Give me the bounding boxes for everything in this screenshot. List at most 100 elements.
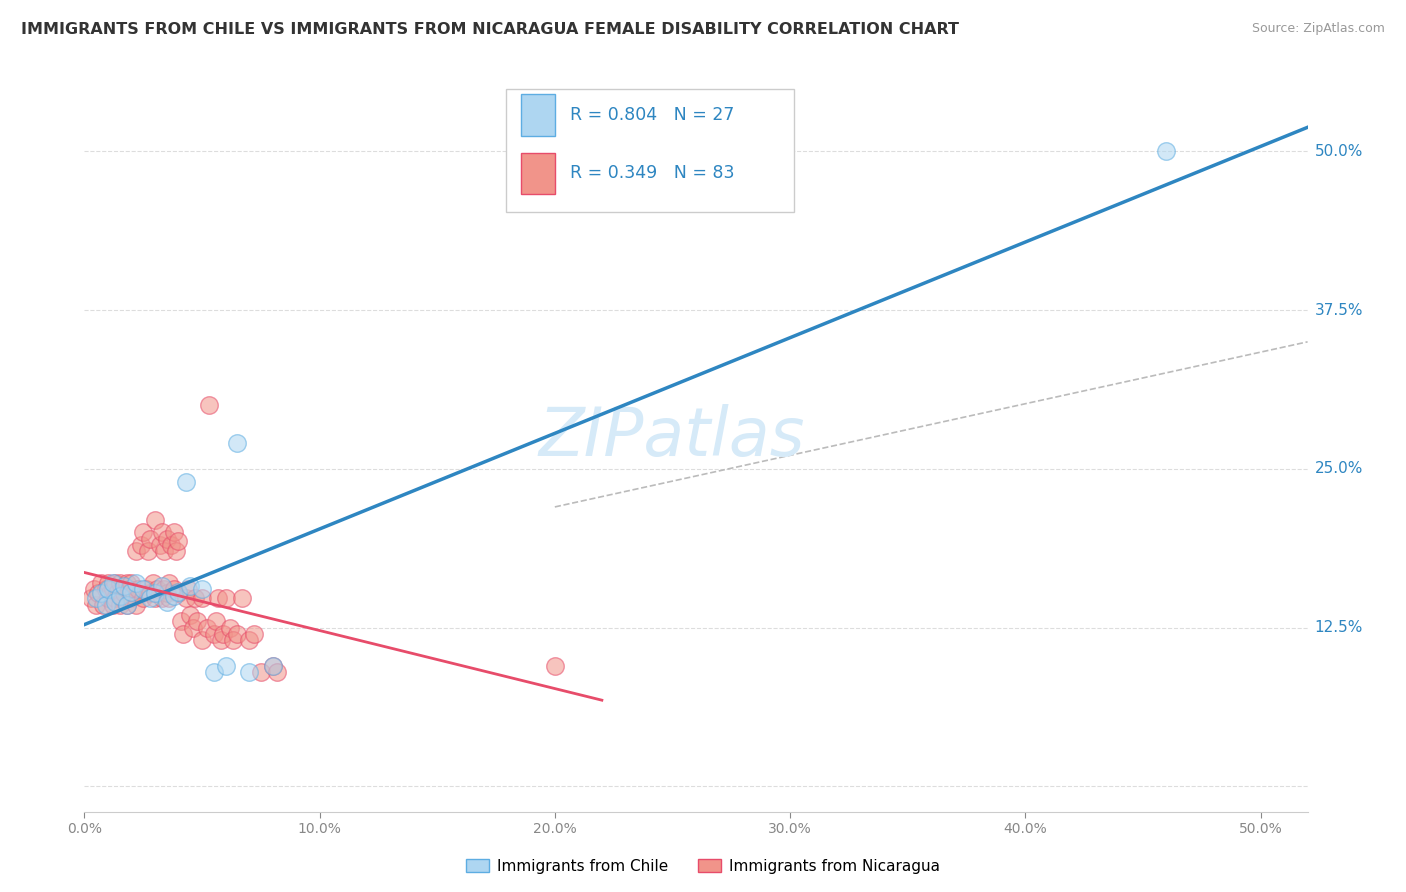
Point — [156, 586, 179, 600]
Point — [209, 633, 232, 648]
Point — [105, 586, 128, 600]
Point — [266, 665, 288, 679]
Point — [238, 633, 260, 648]
Point — [150, 591, 173, 606]
Point — [153, 582, 176, 597]
Point — [136, 544, 159, 558]
Point — [191, 633, 214, 648]
Point — [150, 579, 173, 593]
Point — [226, 627, 249, 641]
Point — [184, 591, 207, 606]
Point — [143, 591, 166, 606]
Text: IMMIGRANTS FROM CHILE VS IMMIGRANTS FROM NICARAGUA FEMALE DISABILITY CORRELATION: IMMIGRANTS FROM CHILE VS IMMIGRANTS FROM… — [21, 22, 959, 37]
Point — [101, 598, 124, 612]
Point — [207, 591, 229, 606]
Point — [143, 513, 166, 527]
Point — [129, 538, 152, 552]
Point — [262, 658, 284, 673]
FancyBboxPatch shape — [522, 153, 555, 194]
Point — [108, 589, 131, 603]
Point — [132, 591, 155, 606]
Point — [97, 582, 120, 597]
Point — [195, 621, 218, 635]
Point — [150, 525, 173, 540]
Point — [163, 525, 186, 540]
Point — [181, 621, 204, 635]
Point — [115, 598, 138, 612]
FancyBboxPatch shape — [506, 88, 794, 212]
Point — [165, 544, 187, 558]
Point — [163, 582, 186, 597]
Point — [122, 586, 145, 600]
Point — [139, 532, 162, 546]
Point — [112, 579, 135, 593]
Point — [202, 627, 225, 641]
Point — [120, 591, 142, 606]
Point — [262, 658, 284, 673]
Point — [127, 582, 149, 597]
Point — [149, 538, 172, 552]
Point — [221, 633, 243, 648]
Point — [112, 586, 135, 600]
Point — [104, 591, 127, 606]
Point — [84, 591, 107, 606]
Point — [157, 576, 180, 591]
Point — [97, 591, 120, 606]
Point — [120, 576, 142, 591]
Point — [83, 582, 105, 597]
Legend: Immigrants from Chile, Immigrants from Nicaragua: Immigrants from Chile, Immigrants from N… — [460, 853, 946, 880]
Point — [167, 586, 190, 600]
Point — [132, 525, 155, 540]
Point — [157, 591, 180, 606]
Point — [179, 607, 201, 622]
Point — [94, 598, 117, 612]
Point — [160, 538, 183, 552]
Point — [242, 627, 264, 641]
Point — [238, 665, 260, 679]
Text: R = 0.349   N = 83: R = 0.349 N = 83 — [569, 164, 734, 182]
Point — [146, 582, 169, 597]
Point — [212, 627, 235, 641]
Point — [118, 582, 141, 597]
Point — [104, 576, 127, 591]
Point — [191, 591, 214, 606]
Point — [98, 586, 121, 600]
Point — [108, 598, 131, 612]
Point — [80, 591, 103, 606]
Point — [191, 582, 214, 597]
Point — [125, 544, 148, 558]
Point — [115, 598, 138, 612]
Point — [186, 614, 208, 628]
FancyBboxPatch shape — [522, 95, 555, 136]
Point — [226, 436, 249, 450]
Point — [101, 576, 124, 591]
Point — [544, 658, 567, 673]
Point — [97, 576, 120, 591]
Point — [163, 589, 186, 603]
Point — [202, 665, 225, 679]
Point — [132, 582, 155, 597]
Text: R = 0.804   N = 27: R = 0.804 N = 27 — [569, 106, 734, 124]
Point — [87, 586, 110, 600]
Text: 50.0%: 50.0% — [1315, 144, 1362, 159]
Point — [167, 585, 190, 599]
Point — [214, 591, 236, 606]
Point — [125, 598, 148, 612]
Text: 25.0%: 25.0% — [1315, 461, 1362, 476]
Point — [198, 398, 221, 412]
Point — [111, 591, 134, 606]
Point — [170, 614, 193, 628]
Point — [249, 665, 271, 679]
Point — [139, 586, 162, 600]
Point — [214, 658, 236, 673]
Point — [135, 582, 157, 597]
Text: ZIPatlas: ZIPatlas — [538, 404, 804, 470]
Point — [167, 534, 190, 549]
Point — [104, 595, 127, 609]
Point — [153, 544, 176, 558]
Point — [231, 591, 253, 606]
Point — [91, 598, 114, 612]
Point — [142, 576, 165, 591]
Text: Source: ZipAtlas.com: Source: ZipAtlas.com — [1251, 22, 1385, 36]
Point — [120, 585, 142, 599]
